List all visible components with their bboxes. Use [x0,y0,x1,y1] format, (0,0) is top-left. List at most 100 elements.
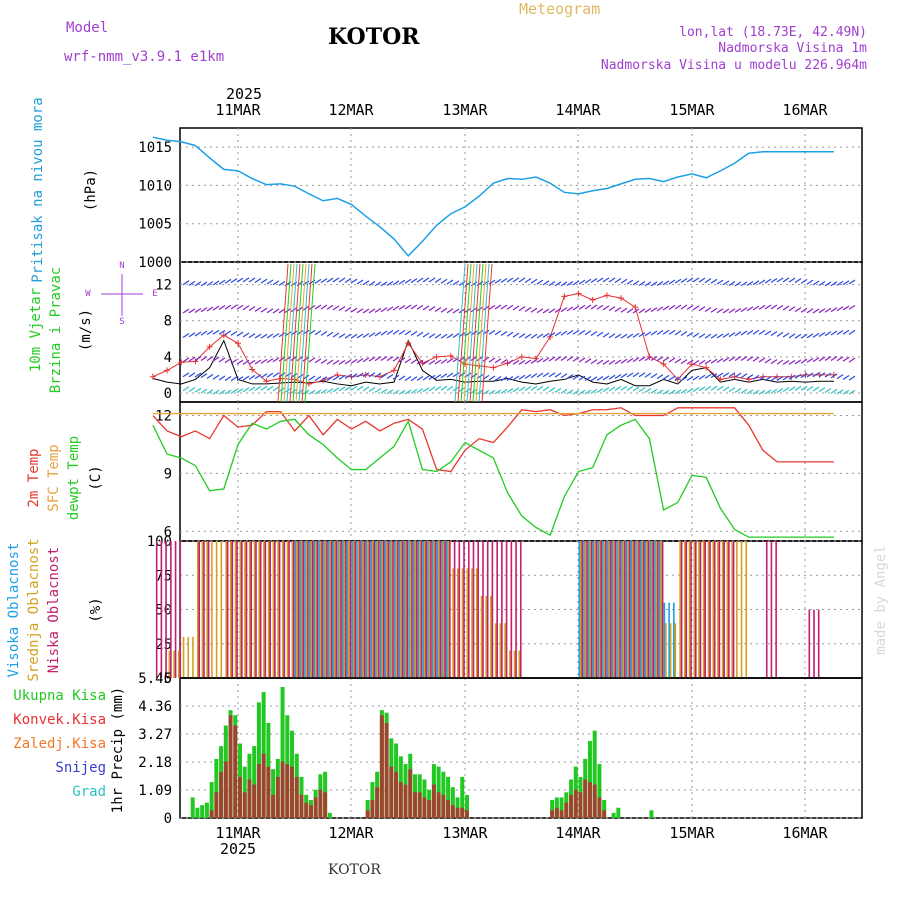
wind-barb [356,279,364,285]
wind-barb [200,281,208,287]
wind-storm-barb [463,263,475,403]
wind-storm-barb [469,263,481,403]
wind-barb [734,372,742,378]
wind-barb [752,329,760,335]
precip-conv-bar [280,761,285,818]
wind-barb [362,372,370,378]
wind-barb [746,374,754,380]
wind-barb [536,333,544,339]
cloud-low-bar [472,541,475,678]
wind-barb [404,304,412,310]
wind-barb [230,388,238,394]
cloud-mid-bar [499,623,502,678]
precip-ytick: 2.18 [138,755,172,771]
precip-legend-item: Ukupna Kisa [13,688,106,704]
cloud-low-bar [609,541,612,678]
wind-barb [308,357,316,363]
footer-city: KOTOR [328,862,381,878]
cloud-mid-bar [580,541,582,678]
wind-barb [806,333,814,339]
temperature-ytick: 9 [164,466,172,482]
wind-barb [248,333,256,339]
wind-barb [206,281,214,287]
wind-barb [434,385,442,391]
precip-ytick: 0 [164,811,172,827]
cloud-high-bar [323,541,325,678]
precip-conv-bar [408,769,413,818]
wind-storm-barb [301,263,313,403]
cloud-high-bar [356,541,358,678]
wind-barb [608,333,616,339]
wind-barb [506,359,514,365]
precip-conv-bar [422,797,427,818]
wind-barb [704,385,712,391]
wind-barb [320,304,328,310]
cloud-low-bar [765,541,768,678]
wind-barb [518,386,526,392]
wind-barb [620,278,628,284]
wind-barb [512,332,520,338]
cloud-low-bar [207,541,210,678]
wind-barb [242,387,250,393]
wind-barb [422,375,430,381]
wind-barb [626,372,634,378]
cloud-mid-bar [386,541,388,678]
wind-barb [236,277,244,283]
wind-barb [266,372,274,378]
wind-barb [524,359,532,365]
cloud-low-bar [628,541,631,678]
precip-ytick: 4.36 [138,699,172,715]
wind-barb [386,330,394,336]
precip-conv-bar [261,753,266,818]
cloud-high-label: Visoka Oblacnost [6,543,22,678]
wind-axis-sublabel: Brzina i Pravac [48,267,64,393]
cloud-low-bar [605,541,607,678]
wind-storm-barb [298,263,310,403]
wind-barb [818,308,826,314]
wind-barb [404,278,412,284]
cloud-low-bar [241,541,243,678]
wind-mean-line [152,339,834,387]
cloud-mid-bar [660,541,662,678]
wind-barb [428,359,436,365]
wind-barb [188,372,196,378]
wind-barb [254,277,262,283]
cloud-mid-bar [679,541,681,678]
cloud-mid-bar [598,541,601,678]
wind-barb [722,332,730,338]
wind-barb [776,304,784,310]
wind-barb [782,305,790,311]
cloud-mid-bar [428,541,431,678]
wind-barb [788,277,796,283]
wind-barb [686,375,694,381]
wind-barb [824,372,832,378]
date-tick-bottom: 16MAR [782,824,828,842]
cloud-high-bar [436,541,439,678]
wind-barb [836,306,844,312]
wind-barb [182,333,190,339]
cloud-mid-bar [230,541,232,678]
wind-barb [536,358,544,364]
cloud-mid-bar [310,541,313,678]
wind-barb [434,277,442,283]
dewpt-axis-label: dewpt Temp [66,436,82,520]
wind-storm-barb [472,263,484,403]
wind-barb [446,358,454,364]
wind-barb [260,385,268,391]
cloud-low-bar [302,541,305,678]
wind-barb [566,330,574,336]
wind-barb [662,389,670,395]
wind-barb [848,375,856,381]
wind-barb [344,374,352,380]
cloud-low-bar [179,541,182,678]
wind-barb [680,388,688,394]
wind-barb [392,356,400,362]
wind-barb [200,355,208,361]
wind-barb [356,372,364,378]
wind-barb [650,307,658,313]
wind-barb [260,307,268,313]
wind-barb [572,389,580,395]
wind-barb [704,373,712,379]
wind-barb [338,277,346,283]
